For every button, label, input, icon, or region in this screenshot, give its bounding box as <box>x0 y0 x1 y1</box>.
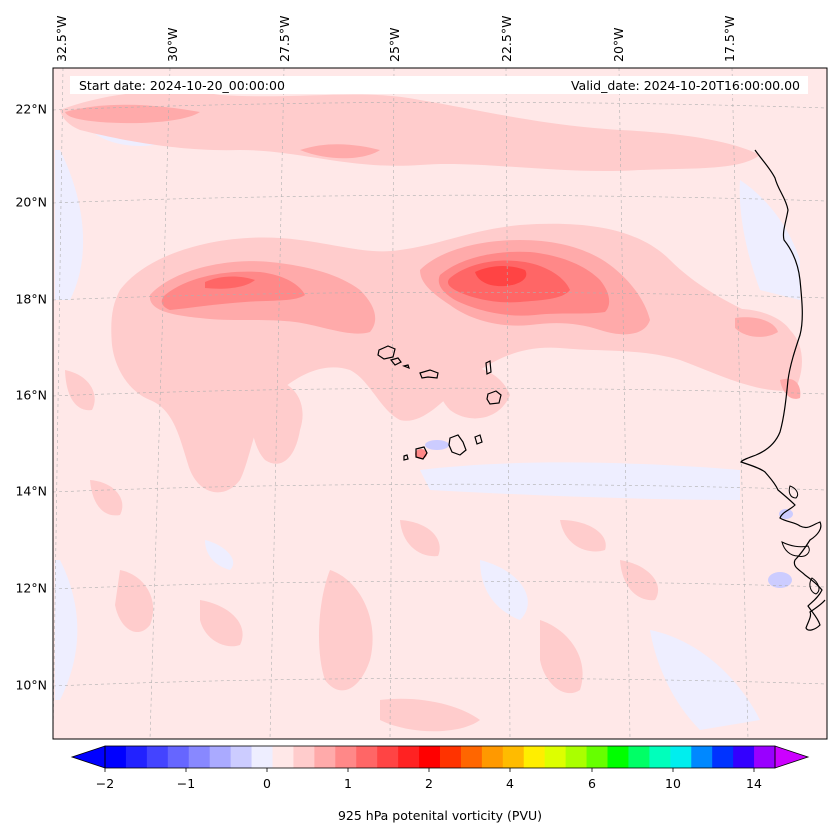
africa-coastline-detail <box>781 485 820 595</box>
cbar-tick-label: 10 <box>665 776 681 791</box>
colorbar-cell <box>670 746 692 768</box>
map-frame <box>52 67 828 740</box>
colorbar-cell <box>523 746 546 768</box>
colorbar-cell <box>356 746 378 768</box>
colorbar-cell <box>146 746 169 768</box>
colorbar-cell <box>733 746 755 768</box>
colorbar-cell <box>188 746 211 768</box>
colorbar-cell <box>544 746 567 768</box>
colorbar-over-arrow <box>774 745 810 769</box>
colorbar-cell <box>167 746 190 768</box>
longitude-labels: 32.5°W 30°W 27.5°W 25°W 22.5°W 20°W 17.5… <box>54 16 737 62</box>
colorbar-cell <box>565 746 588 768</box>
colorbar-cell <box>628 746 650 768</box>
map-gridlines <box>53 68 827 739</box>
colorbar-cell <box>502 746 525 768</box>
cape-verde-islands <box>377 345 502 461</box>
colorbar-cell <box>691 746 713 768</box>
cbar-tick-label: −1 <box>177 776 195 791</box>
cbar-tick-label: −2 <box>96 776 114 791</box>
cbar-tick-label: 0 <box>263 776 271 791</box>
lat-label-12n: 12°N <box>15 581 47 596</box>
colorbar-cell <box>230 746 253 768</box>
colorbar-cell <box>481 746 504 768</box>
cbar-tick-label: 2 <box>425 776 433 791</box>
colorbar-cell <box>314 746 336 768</box>
lon-label-25w: 25°W <box>387 27 402 62</box>
colorbar-cell <box>649 746 671 768</box>
lat-label-10n: 10°N <box>15 678 47 693</box>
colorbar-cell <box>754 746 776 768</box>
colorbar-tick-labels: −2 −1 0 1 2 4 6 10 14 <box>96 776 762 791</box>
cbar-tick-label: 14 <box>746 776 762 791</box>
colorbar-title: 925 hPa potenital vorticity (PVU) <box>338 808 542 823</box>
lat-label-22n: 22°N <box>15 102 47 117</box>
map-panel <box>53 68 827 739</box>
date-banner <box>70 76 808 94</box>
colorbar: −2 −1 0 1 2 4 6 10 14 925 hPa potenital … <box>70 745 810 823</box>
lat-label-18n: 18°N <box>15 292 47 307</box>
lon-label-30w: 30°W <box>165 27 180 62</box>
colorbar-cell <box>209 746 232 768</box>
lat-label-20n: 20°N <box>15 195 47 210</box>
lon-label-22-5w: 22.5°W <box>499 16 514 62</box>
latitude-labels: 22°N 20°N 18°N 16°N 14°N 12°N 10°N <box>15 102 47 693</box>
cbar-tick-label: 1 <box>344 776 352 791</box>
pv-positive-level-5 <box>475 266 527 287</box>
colorbar-cell <box>586 746 608 768</box>
lat-label-14n: 14°N <box>15 484 47 499</box>
colorbar-cell <box>419 746 441 768</box>
africa-coastline <box>740 149 826 631</box>
cbar-tick-label: 6 <box>588 776 596 791</box>
colorbar-frame <box>104 745 776 769</box>
colorbar-cell <box>272 746 294 768</box>
colorbar-cell <box>460 746 483 768</box>
colorbar-cell <box>712 746 734 768</box>
lat-label-16n: 16°N <box>15 388 47 403</box>
colorbar-cell <box>251 746 273 768</box>
colorbar-cell <box>105 746 127 768</box>
colorbar-cell <box>398 746 420 768</box>
lon-label-20w: 20°W <box>611 27 626 62</box>
cbar-tick-label: 4 <box>506 776 514 791</box>
colorbar-cell <box>607 746 629 768</box>
colorbar-ticks <box>104 768 755 772</box>
valid-date-label: Valid_date: 2024-10-20T16:00:00.00 <box>571 78 800 93</box>
colorbar-cell <box>440 746 462 768</box>
colorbar-cell <box>335 746 357 768</box>
lon-label-17-5w: 17.5°W <box>722 16 737 62</box>
lon-label-32-5w: 32.5°W <box>54 16 69 62</box>
colorbar-cell <box>125 746 148 768</box>
colorbar-cells <box>105 746 776 768</box>
lon-label-27-5w: 27.5°W <box>277 16 292 62</box>
colorbar-under-arrow <box>70 745 106 769</box>
start-date-label: Start date: 2024-10-20_00:00:00 <box>79 78 285 93</box>
colorbar-cell <box>293 746 315 768</box>
colorbar-cell <box>377 746 399 768</box>
